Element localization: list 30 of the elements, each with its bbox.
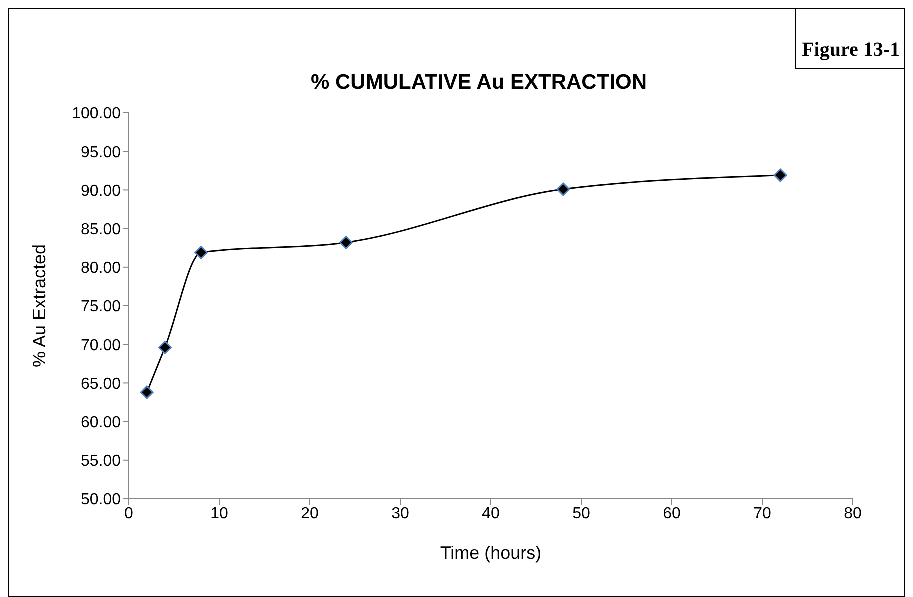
y-tick-label: 80.00 (80, 260, 122, 278)
y-axis-title: % Au Extracted (29, 244, 50, 368)
point (339, 236, 353, 250)
point (158, 340, 172, 354)
chart-title: % CUMULATIVE Au EXTRACTION (310, 71, 648, 95)
y-tick-label: 55.00 (80, 453, 122, 470)
y-tick-label: 65.00 (80, 376, 122, 393)
y-tick-label: 60.00 (80, 414, 122, 432)
y-tick-label: 50.00 (80, 492, 122, 509)
x-tick-label: 70 (754, 505, 772, 522)
x-tick-label: 10 (210, 505, 228, 522)
y-tick-label: 70.00 (80, 337, 122, 354)
x-tick-label: 30 (392, 505, 410, 522)
x-tick-label: 40 (482, 505, 500, 522)
point (556, 182, 570, 196)
x-axis-title: Time (hours) (440, 543, 542, 563)
point (774, 168, 788, 182)
x-tick-label: 80 (844, 505, 862, 522)
point (194, 246, 208, 260)
y-tick-label: 90.00 (80, 182, 122, 200)
x-tick-label: 20 (301, 505, 319, 522)
x-tick-label: 60 (663, 505, 681, 522)
x-tick-label: 0 (124, 505, 134, 522)
y-tick-label: 95.00 (80, 144, 122, 162)
x-tick-label: 50 (572, 505, 590, 522)
y-tick-label: 100.00 (72, 106, 122, 123)
point (140, 386, 154, 400)
y-tick-label: 75.00 (80, 298, 122, 316)
y-tick-label: 85.00 (80, 221, 122, 238)
caption: Figure 13-1 (795, 8, 905, 69)
